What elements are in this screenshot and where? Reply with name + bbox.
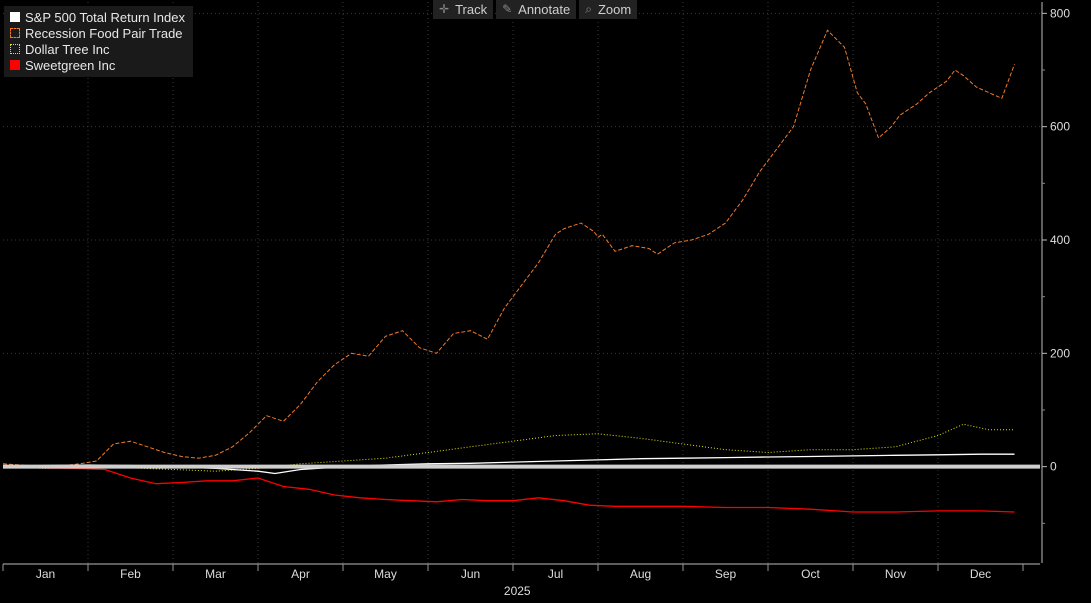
zoom-label: Zoom — [597, 1, 632, 17]
chart-toolbar: ✛ Track ✎ Annotate ⌕ Zoom — [433, 0, 638, 19]
x-tick-label: Jun — [461, 567, 480, 581]
x-tick-label: Jul — [548, 567, 563, 581]
x-tick-label: May — [374, 567, 397, 581]
track-button[interactable]: ✛ Track — [433, 0, 494, 19]
chart-series-group — [2, 29, 1015, 513]
chart-legend: S&P 500 Total Return Index Recession Foo… — [4, 6, 193, 77]
x-tick-label: Apr — [291, 567, 310, 581]
y-tick-label: 200 — [1050, 346, 1070, 360]
y-tick-label: 800 — [1050, 6, 1070, 20]
track-label: Track — [455, 1, 488, 17]
y-tick-label: 400 — [1050, 233, 1070, 247]
pencil-icon: ✎ — [502, 2, 513, 16]
series-line-recession-food-pair-trade — [2, 29, 1015, 468]
x-tick-label: Dec — [970, 567, 991, 581]
y-tick-label: 600 — [1050, 120, 1070, 134]
y-tick-label: 0 — [1050, 460, 1057, 474]
series-line-s-p-500-total-return-index — [2, 453, 1015, 475]
x-tick-label: Mar — [205, 567, 226, 581]
legend-item-sp500[interactable]: S&P 500 Total Return Index — [10, 9, 185, 25]
chart-grid — [3, 2, 1040, 563]
series-line-dollar-tree-inc — [2, 423, 1015, 472]
legend-swatch-sweetgreen — [10, 60, 20, 70]
series-line-sweetgreen-inc — [2, 466, 1015, 513]
legend-swatch-recession-food — [10, 28, 20, 38]
legend-swatch-dollar-tree — [10, 44, 20, 54]
legend-item-recession-food[interactable]: Recession Food Pair Trade — [10, 25, 185, 41]
x-tick-label: Aug — [630, 567, 651, 581]
x-tick-label: Nov — [885, 567, 906, 581]
x-tick-label: Feb — [120, 567, 141, 581]
legend-item-dollar-tree[interactable]: Dollar Tree Inc — [10, 41, 185, 57]
x-tick-label: Jan — [36, 567, 55, 581]
magnifier-icon: ⌕ — [585, 1, 592, 16]
legend-label: Sweetgreen Inc — [25, 57, 116, 73]
legend-label: Dollar Tree Inc — [25, 41, 110, 57]
crosshair-icon: ✛ — [439, 2, 450, 16]
legend-item-sweetgreen[interactable]: Sweetgreen Inc — [10, 57, 185, 73]
chart-axes: 0 200 400 600 800 Jan Feb Mar Apr May Jun Jul Aug Sep… — [2, 2, 1070, 598]
legend-label: S&P 500 Total Return Index — [25, 9, 185, 25]
annotate-button[interactable]: ✎ Annotate — [496, 0, 577, 19]
legend-swatch-sp500 — [10, 12, 20, 22]
x-tick-label: Sep — [715, 567, 737, 581]
legend-label: Recession Food Pair Trade — [25, 25, 183, 41]
annotate-label: Annotate — [518, 1, 571, 17]
zoom-button[interactable]: ⌕ Zoom — [579, 0, 638, 19]
x-axis-year-label: 2025 — [504, 584, 531, 598]
x-tick-label: Oct — [801, 567, 820, 581]
